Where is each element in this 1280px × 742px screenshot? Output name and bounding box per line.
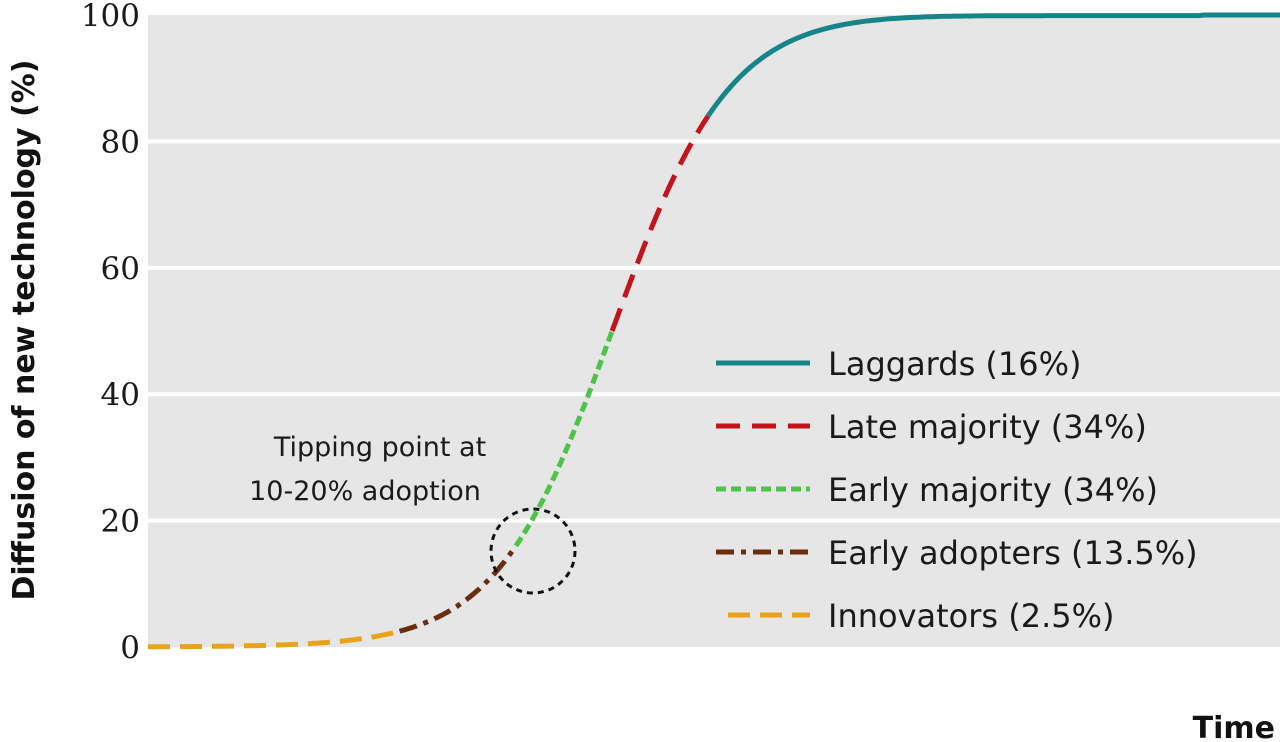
series-line-2 <box>513 330 615 548</box>
series-line-0 <box>705 12 1280 118</box>
y-tick-0: 0 <box>120 630 140 666</box>
legend-label-0: Laggards (16%) <box>828 345 1082 383</box>
y-tick-80: 80 <box>101 124 140 160</box>
tipping-point-label-line1: Tipping point at <box>273 432 486 463</box>
y-tick-100: 100 <box>81 0 140 34</box>
plot-background <box>148 15 1280 647</box>
legend-label-2: Early majority (34%) <box>828 471 1158 509</box>
y-tick-40: 40 <box>101 377 140 413</box>
legend: Laggards (16%) Late majority (34%) Early m… <box>716 345 1198 635</box>
y-tick-60: 60 <box>101 251 140 287</box>
y-tick-labels: 0 20 40 60 80 100 <box>81 0 140 666</box>
tipping-point-label-line2: 10-20% adoption <box>249 476 481 507</box>
y-tick-20: 20 <box>101 504 140 540</box>
adoption-curve <box>148 12 1280 650</box>
y-axis-title: Diffusion of new technology (%) <box>7 59 42 600</box>
x-axis-title: Time <box>1193 711 1275 742</box>
series-line-1 <box>609 114 711 332</box>
legend-label-1: Late majority (34%) <box>828 408 1147 446</box>
series-line-4 <box>148 628 401 650</box>
legend-label-3: Early adopters (13.5%) <box>828 534 1198 572</box>
legend-label-4: Innovators (2.5%) <box>828 597 1115 635</box>
gridlines <box>148 139 1280 523</box>
tipping-point-circle <box>489 507 577 595</box>
